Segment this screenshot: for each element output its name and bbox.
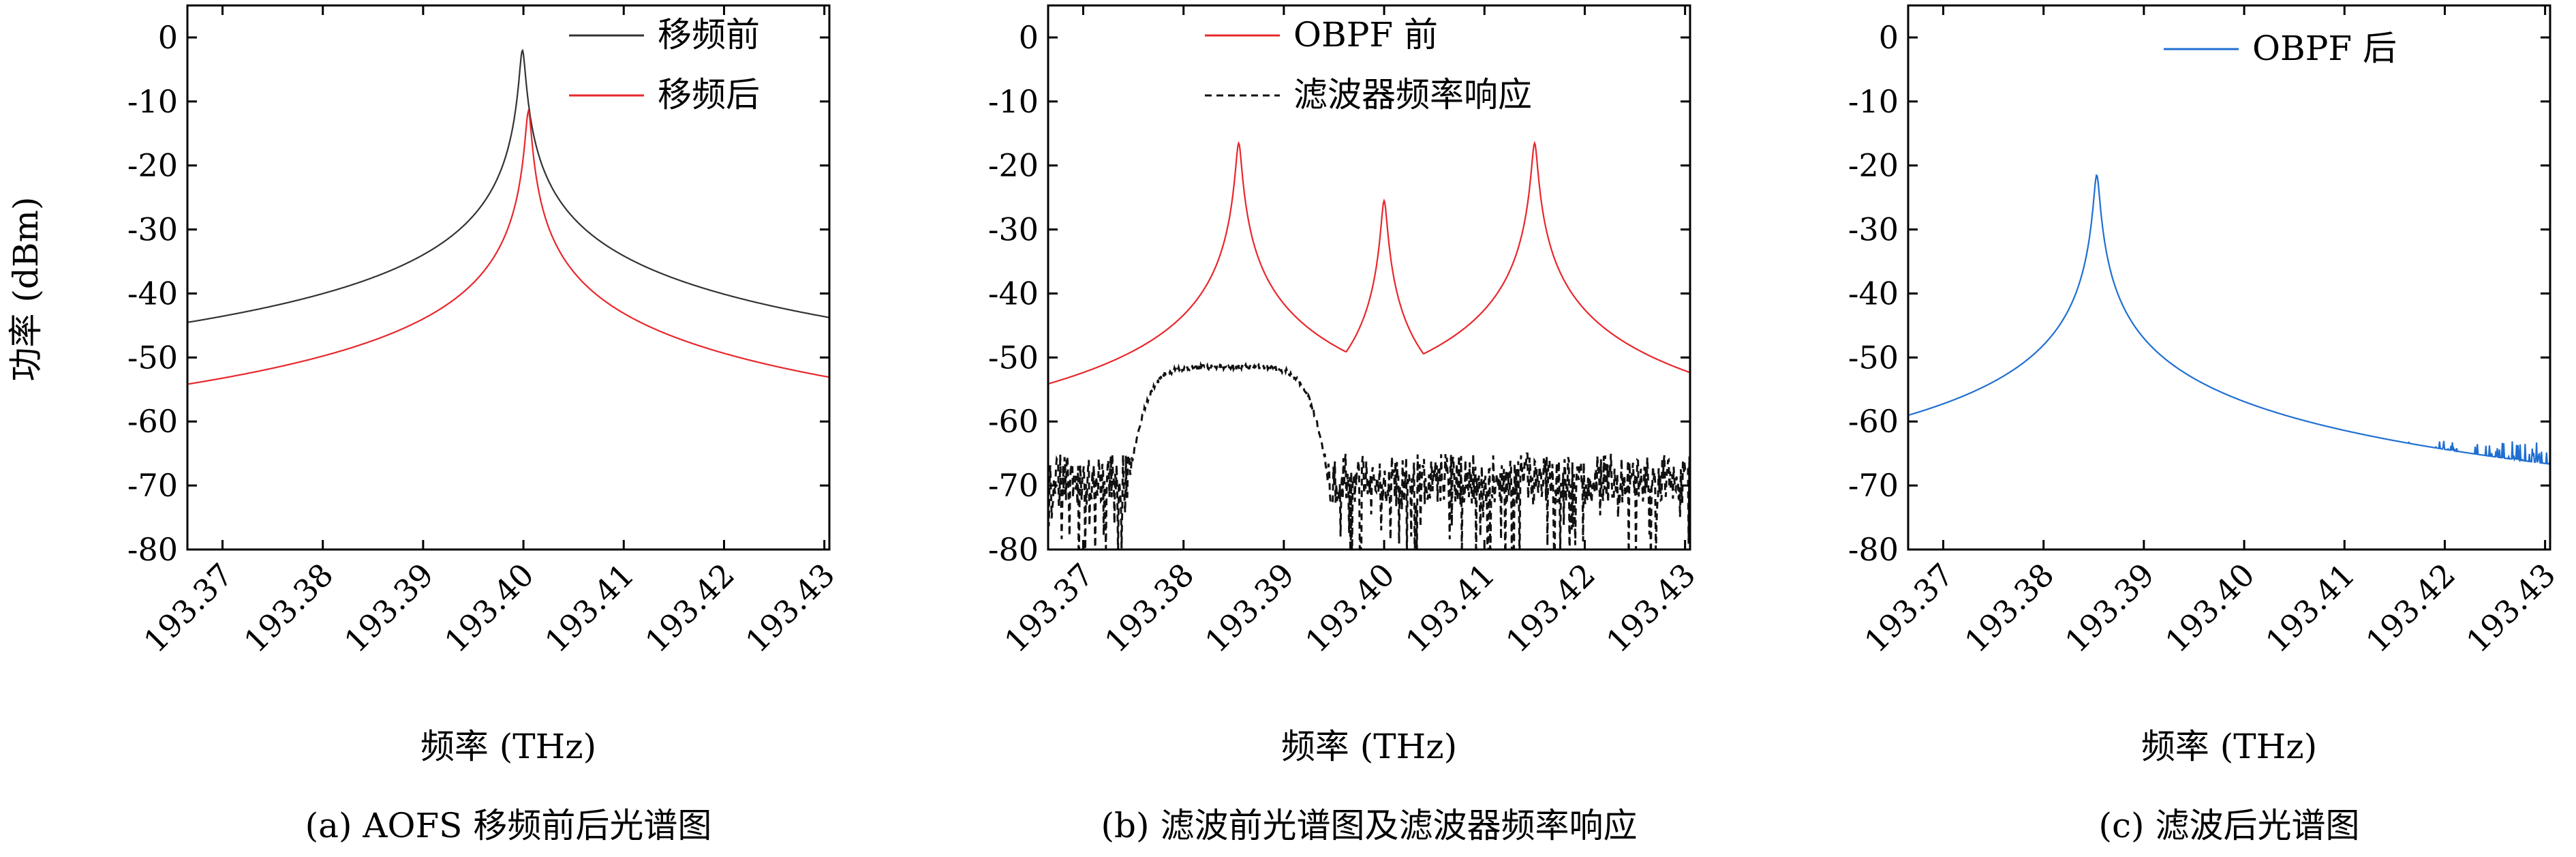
y-tick-label: -70 [988,467,1039,504]
panel-caption: (b) 滤波前光谱图及滤波器频率响应 [1101,806,1638,845]
y-tick-label: -30 [1848,211,1899,248]
legend-label: 移频后 [658,75,760,115]
y-tick-label: -80 [1848,531,1899,568]
y-tick-label: -20 [1848,147,1899,184]
x-tick-label: 193.39 [337,556,441,660]
x-axis-label: 频率 (THz) [1281,727,1457,766]
panel-b: 0-10-20-30-40-50-60-70-80193.37193.38193… [988,4,1702,845]
x-tick-label: 193.39 [2058,556,2162,660]
y-tick-label: -60 [1848,403,1899,440]
y-tick-label: -30 [127,211,178,248]
y-tick-label: -40 [1848,275,1899,312]
x-tick-label: 193.40 [438,556,541,660]
y-tick-label: -80 [988,531,1039,568]
x-tick-label: 193.42 [1499,556,1602,660]
y-tick-label: -10 [127,83,178,120]
plot-frame [186,4,831,551]
x-tick-label: 193.38 [236,556,340,660]
x-tick-label: 193.41 [538,556,641,660]
series-line-1 [187,48,829,323]
panel-a: 0-10-20-30-40-50-60-70-80193.37193.38193… [127,4,842,845]
panel-caption: (c) 滤波后光谱图 [2099,806,2360,845]
y-tick-label: -50 [1848,339,1899,376]
y-tick-label: -70 [1848,467,1899,504]
y-tick-label: -40 [127,275,178,312]
panel-caption: (a) AOFS 移频前后光谱图 [305,806,712,845]
y-tick-label: -20 [127,147,178,184]
x-tick-label: 193.43 [738,556,842,660]
y-tick-label: 0 [1879,19,1899,56]
series-line-2 [187,108,829,385]
x-tick-label: 193.39 [1198,556,1302,660]
y-axis-label: 功率 (dBm) [6,196,46,381]
series-line-2 [1048,361,1690,550]
x-tick-label: 193.43 [1599,556,1702,660]
panel-c: 0-10-20-30-40-50-60-70-80193.37193.38193… [1848,4,2562,845]
plot-frame [1047,4,1691,551]
x-axis-label: 频率 (THz) [420,727,596,766]
legend-label: OBPF 前 [1293,15,1438,55]
y-tick-label: -50 [127,339,178,376]
legend-label: 滤波器频率响应 [1293,75,1532,115]
x-tick-label: 193.41 [1398,556,1502,660]
x-tick-label: 193.41 [2258,556,2362,660]
y-tick-label: -20 [988,147,1039,184]
y-tick-label: 0 [1019,19,1039,56]
x-tick-label: 193.37 [136,556,240,660]
x-tick-label: 193.42 [638,556,741,660]
series-line-1 [1048,140,1690,385]
x-tick-label: 193.42 [2359,556,2462,660]
x-tick-label: 193.37 [997,556,1101,660]
x-tick-label: 193.43 [2459,556,2562,660]
y-tick-label: -70 [127,467,178,504]
y-tick-label: -10 [988,83,1039,120]
y-tick-label: -30 [988,211,1039,248]
x-tick-label: 193.38 [1097,556,1201,660]
series-line-1 [1908,174,2550,465]
y-tick-label: -10 [1848,83,1899,120]
y-tick-label: -50 [988,339,1039,376]
x-tick-label: 193.40 [2158,556,2262,660]
x-tick-label: 193.37 [1857,556,1961,660]
y-tick-label: -60 [127,403,178,440]
y-tick-label: -60 [988,403,1039,440]
legend-label: 移频前 [658,15,760,55]
legend-label: OBPF 后 [2252,29,2397,68]
x-tick-label: 193.40 [1298,556,1402,660]
y-tick-label: 0 [158,19,178,56]
x-tick-label: 193.38 [1957,556,2061,660]
y-tick-label: -80 [127,531,178,568]
x-axis-label: 频率 (THz) [2141,727,2317,766]
plot-frame [1907,4,2551,551]
y-tick-label: -40 [988,275,1039,312]
